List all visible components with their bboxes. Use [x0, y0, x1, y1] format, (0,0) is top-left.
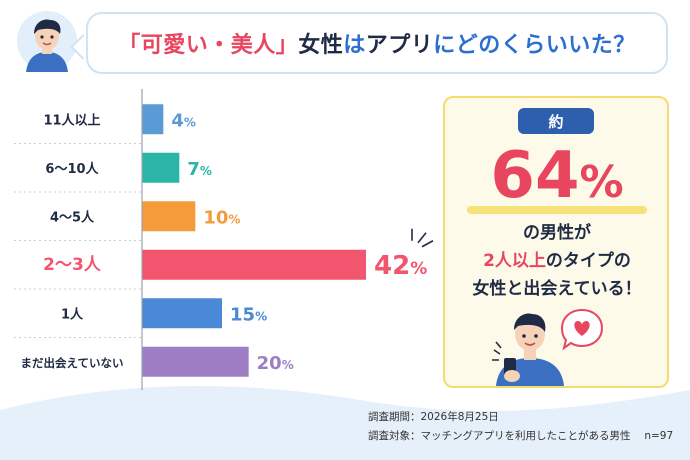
bar [142, 298, 222, 329]
background-wave [0, 386, 690, 460]
category-label: 6〜10人 [45, 161, 99, 177]
bar [142, 249, 366, 280]
bar [142, 104, 164, 135]
data-label: 4% [171, 110, 196, 131]
survey-target: 調査対象：マッチングアプリを利用したことがある男性 n=97 [368, 430, 674, 442]
survey-period: 調査期間：2026年8月25日 [368, 411, 499, 423]
title-part-3: は [343, 33, 366, 58]
callout-line-2: 2人以上のタイプの [452, 246, 662, 271]
title-part-6: どのくらいいた？ [455, 33, 636, 58]
bar [142, 346, 249, 377]
big-percentage: 64 % [452, 136, 662, 216]
title-part-5: に [433, 33, 456, 58]
category-label: 11人以上 [43, 112, 100, 128]
callout-line-2-highlight: 2人以上 [483, 251, 546, 271]
data-label: 10% [203, 207, 240, 228]
callout-line-2-rest: のタイプの [545, 251, 631, 271]
big-number: 64 [490, 139, 580, 213]
emphasis-mark [421, 240, 434, 248]
highlight-underline [467, 206, 647, 214]
data-label: 7% [187, 159, 212, 180]
man-avatar-icon [17, 11, 77, 72]
title-part-1: 「可愛い・美人」 [118, 33, 299, 58]
page-title: 「可愛い・美人」 女性 は アプリ に どのくらいいた？ [86, 12, 668, 74]
title-part-4: アプリ [365, 33, 434, 58]
man-with-phone-icon [492, 313, 564, 386]
bar [142, 201, 196, 232]
category-label: 4〜5人 [50, 209, 95, 225]
title-speech-bubble [86, 12, 668, 74]
category-label: 1人 [61, 306, 84, 322]
callout-line-1: の男性が [523, 223, 591, 243]
title-part-2: 女性 [298, 33, 344, 58]
summary-callout [443, 96, 669, 388]
data-label: 20% [257, 353, 294, 374]
about-badge: 約 [518, 108, 594, 134]
callout-line-3: 女性と出会えている！ [472, 279, 642, 299]
bar [142, 152, 180, 183]
category-label: 2〜3人 [43, 255, 102, 275]
category-label: まだ出会えていない [21, 356, 124, 370]
data-label: 42% [374, 251, 427, 281]
big-unit: % [579, 157, 624, 208]
heart-bubble-icon [560, 308, 604, 351]
data-label: 15% [230, 304, 267, 325]
emphasis-mark [417, 232, 427, 244]
